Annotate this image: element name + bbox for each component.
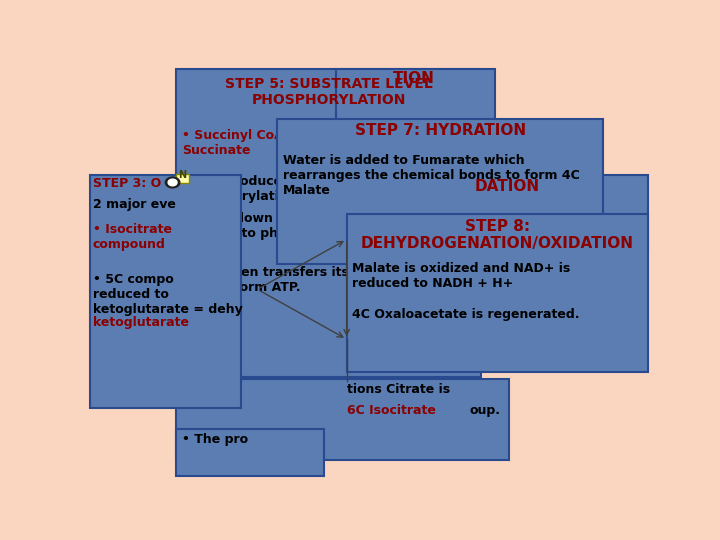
Bar [336, 69, 495, 123]
Text: TION: TION [392, 71, 435, 86]
Text: Water is added to Fumarate which
rearranges the chemical bonds to form 4C
Malate: Water is added to Fumarate which rearran… [282, 154, 580, 197]
Text: • Isocitrate
compound: • Isocitrate compound [93, 223, 172, 251]
Bar [176, 429, 324, 476]
Bar [176, 174, 189, 183]
Text: 6C Isocitrate: 6C Isocitrate [347, 404, 436, 417]
Text: STEP 8:
DEHYDROGENATION/OXIDATION: STEP 8: DEHYDROGENATION/OXIDATION [361, 219, 634, 251]
Text: N: N [178, 170, 186, 180]
Text: • ATP produces a substrate level
phosphorylation: • ATP produces a substrate level phospho… [182, 175, 412, 203]
Circle shape [166, 177, 180, 188]
Text: ketoglutarate: ketoglutarate [93, 316, 189, 329]
Text: • Breakdown of Succinyl CoA is
coupled to phosphorylation of
GDP: • Breakdown of Succinyl CoA is coupled t… [182, 212, 401, 255]
Bar [176, 379, 508, 460]
Text: STEP 3: O: STEP 3: O [93, 177, 161, 190]
Bar [277, 119, 603, 265]
Text: • Succinyl CoA is converted to
Succinate: • Succinyl CoA is converted to Succinate [182, 129, 394, 157]
Bar [176, 69, 481, 377]
Text: • The pro: • The pro [182, 433, 248, 446]
Text: 4C Oxaloacetate is regenerated.: 4C Oxaloacetate is regenerated. [352, 308, 580, 321]
Bar [347, 214, 648, 373]
Bar [90, 175, 240, 408]
Text: 2 major eve: 2 major eve [93, 198, 176, 211]
Text: tions Citrate is: tions Citrate is [347, 383, 450, 396]
Text: oup.: oup. [469, 404, 500, 417]
Text: Malate is oxidized and NAD+ is
reduced to NADH + H+: Malate is oxidized and NAD+ is reduced t… [352, 262, 570, 291]
Text: • 5C compo
reduced to
ketoglutarate = dehy: • 5C compo reduced to ketoglutarate = de… [93, 273, 243, 316]
Text: • GTP then transfers its phosphate to
ADP to form ATP.: • GTP then transfers its phosphate to AD… [182, 266, 446, 294]
Bar [444, 175, 648, 252]
Text: STEP 5: SUBSTRATE LEVEL
PHOSPHORYLATION: STEP 5: SUBSTRATE LEVEL PHOSPHORYLATION [225, 77, 433, 107]
Text: STEP 7: HYDRATION: STEP 7: HYDRATION [354, 123, 526, 138]
Text: •: • [182, 266, 194, 280]
Text: DATION: DATION [475, 179, 540, 194]
Circle shape [168, 179, 177, 186]
